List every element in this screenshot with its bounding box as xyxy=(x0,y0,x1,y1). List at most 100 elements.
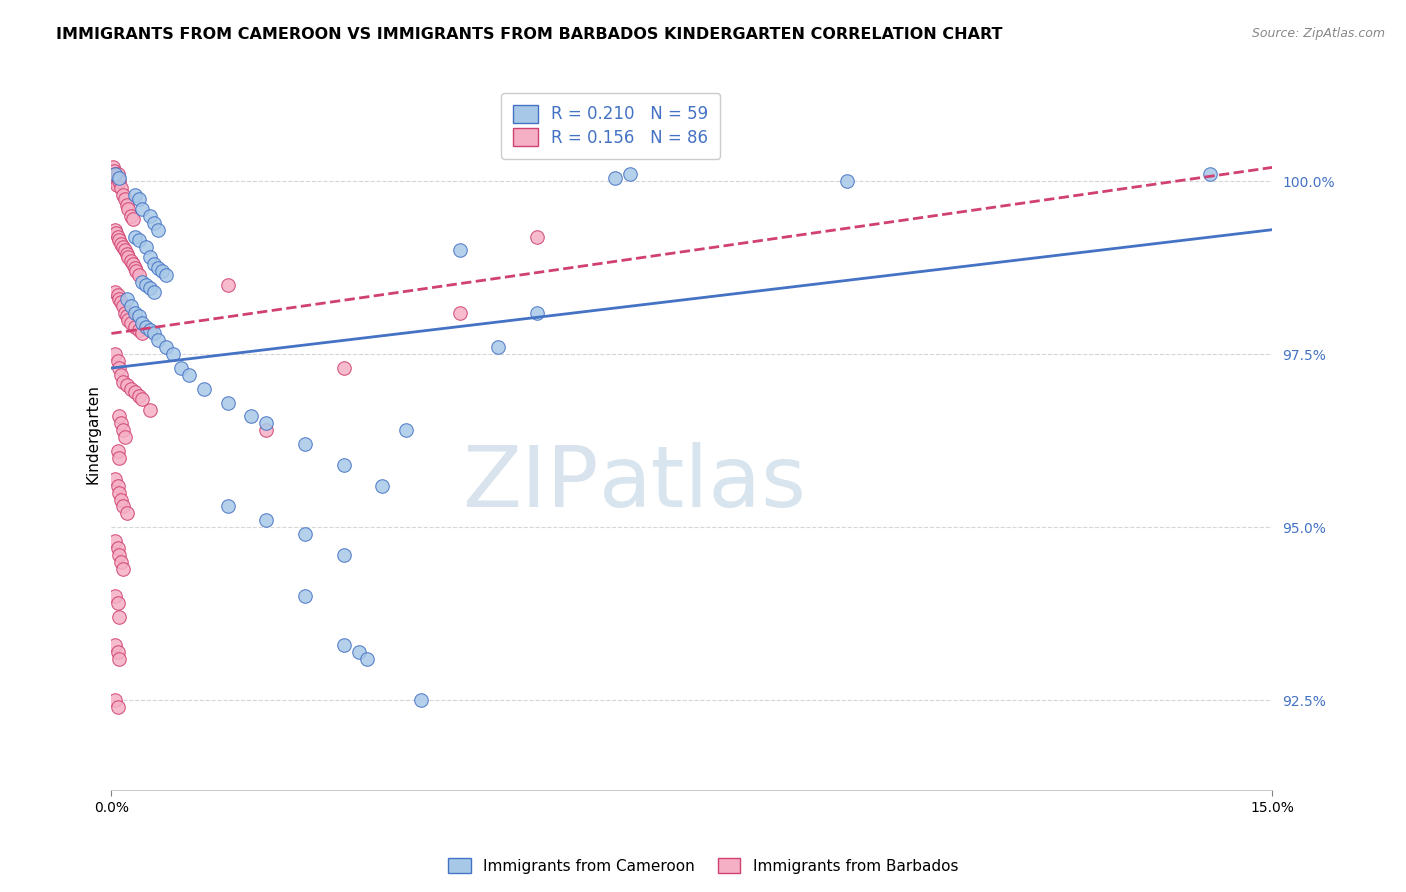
Point xyxy=(104,347,127,361)
Point xyxy=(115,292,138,306)
Point xyxy=(120,253,142,268)
Point xyxy=(239,409,262,424)
Y-axis label: Kindergarten: Kindergarten xyxy=(86,384,100,483)
Point xyxy=(104,167,127,181)
Point xyxy=(139,209,162,223)
Point xyxy=(107,478,129,492)
Point xyxy=(110,417,132,431)
Point xyxy=(217,500,239,514)
Point xyxy=(110,236,132,251)
Point xyxy=(526,306,548,320)
Point xyxy=(107,700,129,714)
Point xyxy=(114,192,136,206)
Point xyxy=(107,596,129,610)
Point xyxy=(332,361,354,376)
Point xyxy=(110,368,132,382)
Text: Source: ZipAtlas.com: Source: ZipAtlas.com xyxy=(1251,27,1385,40)
Point xyxy=(128,309,150,323)
Point xyxy=(347,645,370,659)
Point xyxy=(108,361,131,376)
Point xyxy=(120,382,142,396)
Point xyxy=(146,334,169,348)
Point xyxy=(131,392,153,407)
Point xyxy=(486,340,509,354)
Point xyxy=(131,275,153,289)
Point xyxy=(110,492,132,507)
Point xyxy=(394,423,416,437)
Point xyxy=(124,229,146,244)
Point xyxy=(108,548,131,562)
Point xyxy=(107,354,129,368)
Point xyxy=(124,188,146,202)
Point xyxy=(115,198,138,212)
Point xyxy=(114,306,136,320)
Point xyxy=(332,548,354,562)
Point xyxy=(128,268,150,282)
Point xyxy=(449,244,471,258)
Point xyxy=(104,285,127,299)
Point xyxy=(120,299,142,313)
Point xyxy=(110,181,132,195)
Point xyxy=(107,541,129,555)
Point xyxy=(294,437,316,451)
Point xyxy=(114,430,136,444)
Point xyxy=(111,562,134,576)
Point xyxy=(117,251,139,265)
Text: atlas: atlas xyxy=(599,442,807,525)
Point xyxy=(332,638,354,652)
Point xyxy=(124,260,146,275)
Point xyxy=(107,645,129,659)
Point xyxy=(104,534,127,549)
Point xyxy=(125,264,148,278)
Point xyxy=(108,233,131,247)
Point xyxy=(135,319,157,334)
Point xyxy=(131,202,153,216)
Point xyxy=(110,555,132,569)
Point xyxy=(193,382,215,396)
Point xyxy=(117,312,139,326)
Point xyxy=(128,233,150,247)
Point xyxy=(103,164,125,178)
Point xyxy=(104,472,127,486)
Point xyxy=(146,260,169,275)
Point xyxy=(111,500,134,514)
Point xyxy=(111,423,134,437)
Point xyxy=(139,402,162,417)
Point xyxy=(108,485,131,500)
Point xyxy=(108,174,131,188)
Point xyxy=(162,347,184,361)
Point xyxy=(111,188,134,202)
Point xyxy=(107,229,129,244)
Point xyxy=(128,389,150,403)
Point xyxy=(111,299,134,313)
Point xyxy=(139,281,162,295)
Point xyxy=(104,590,127,604)
Point xyxy=(332,458,354,472)
Point xyxy=(217,395,239,409)
Point xyxy=(124,306,146,320)
Point xyxy=(101,161,124,175)
Point xyxy=(1199,167,1222,181)
Point xyxy=(254,513,277,527)
Point xyxy=(139,323,162,337)
Point xyxy=(124,385,146,400)
Point xyxy=(619,167,641,181)
Point xyxy=(254,417,277,431)
Point xyxy=(143,285,166,299)
Point xyxy=(603,170,626,185)
Point xyxy=(155,268,177,282)
Point xyxy=(122,212,145,227)
Point xyxy=(139,251,162,265)
Point xyxy=(108,292,131,306)
Point xyxy=(104,222,127,236)
Point xyxy=(108,170,131,185)
Point xyxy=(105,174,128,188)
Text: ZIP: ZIP xyxy=(463,442,599,525)
Point xyxy=(155,340,177,354)
Point xyxy=(105,226,128,240)
Point xyxy=(107,288,129,302)
Point xyxy=(120,316,142,330)
Point xyxy=(409,693,432,707)
Point xyxy=(117,202,139,216)
Point xyxy=(107,444,129,458)
